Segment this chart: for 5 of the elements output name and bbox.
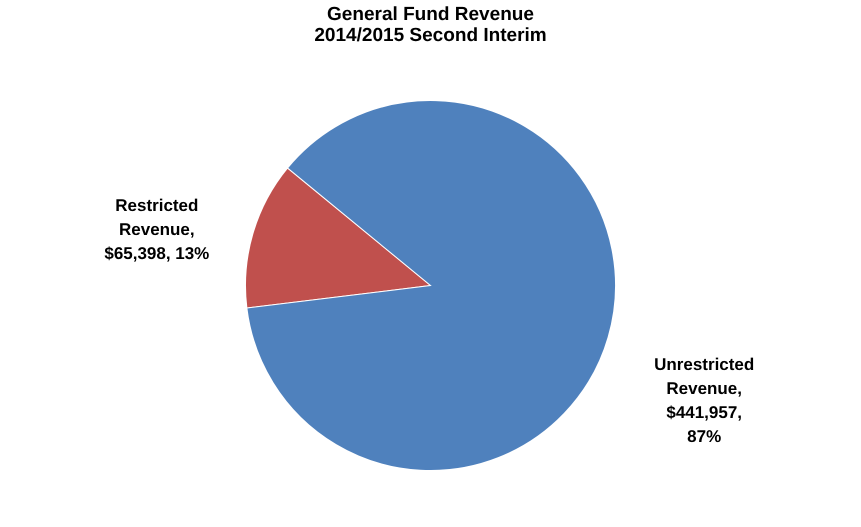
slice-label: Unrestricted Revenue, $441,957, 87%: [654, 355, 754, 446]
pie-slice: [246, 100, 616, 471]
slice-label: Restricted Revenue, $65,398, 13%: [104, 196, 210, 263]
text: 2014/2015 Second Interim: [314, 25, 547, 46]
text: General Fund Revenue: [327, 4, 534, 25]
